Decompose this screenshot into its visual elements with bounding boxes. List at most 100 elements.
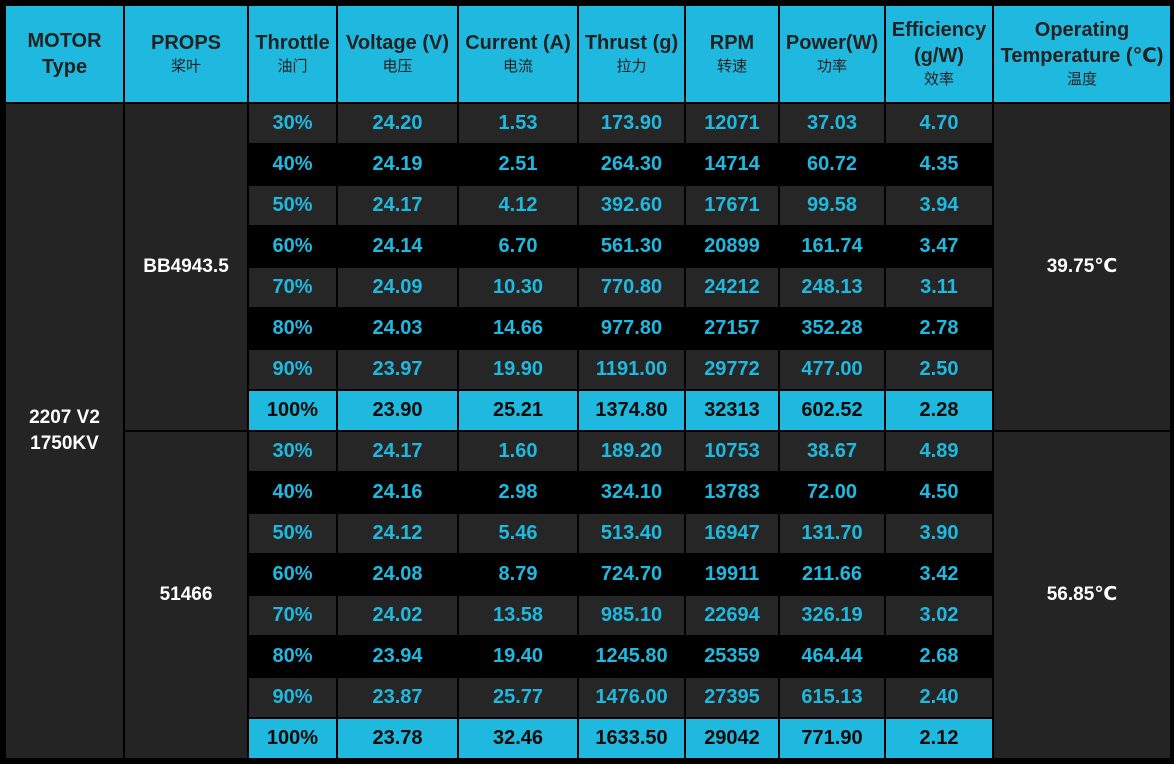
current-cell: 14.66 — [457, 307, 579, 350]
header-motor-type: MOTOR Type — [4, 4, 125, 104]
header-label: RPM — [709, 32, 755, 54]
thrust-cell: 189.20 — [577, 430, 686, 473]
header-current: Current (A) 电流 — [457, 4, 579, 104]
rpm-cell: 12071 — [684, 102, 780, 145]
current-cell: 2.98 — [457, 471, 579, 514]
header-label: Thrust (g) — [584, 32, 679, 54]
thrust-cell: 1245.80 — [577, 635, 686, 678]
efficiency-cell: 3.42 — [884, 553, 994, 596]
table-row: 70% 24.02 13.58 985.10 22694 326.19 3.02 — [5, 594, 1171, 637]
voltage-cell: 24.12 — [336, 512, 459, 555]
current-cell: 1.60 — [457, 430, 579, 473]
voltage-cell: 24.17 — [336, 430, 459, 473]
voltage-cell: 23.87 — [336, 676, 459, 719]
efficiency-cell: 2.68 — [884, 635, 994, 678]
power-cell: 99.58 — [778, 184, 886, 227]
table-row: 100% 23.78 32.46 1633.50 29042 771.90 2.12 — [5, 717, 1171, 760]
rpm-cell: 17671 — [684, 184, 780, 227]
header-label-cn: 油门 — [277, 58, 308, 75]
power-cell: 326.19 — [778, 594, 886, 637]
efficiency-cell: 2.78 — [884, 307, 994, 350]
header-label: Efficiency (g/W) — [891, 19, 987, 67]
rpm-cell: 29772 — [684, 348, 780, 391]
table-row: 100% 23.90 25.21 1374.80 32313 602.52 2.28 — [5, 389, 1171, 432]
efficiency-cell: 3.47 — [884, 225, 994, 268]
efficiency-cell: 3.94 — [884, 184, 994, 227]
power-cell: 464.44 — [778, 635, 886, 678]
voltage-cell: 24.14 — [336, 225, 459, 268]
current-cell: 32.46 — [457, 717, 579, 760]
voltage-cell: 24.16 — [336, 471, 459, 514]
power-cell: 211.66 — [778, 553, 886, 596]
rpm-cell: 14714 — [684, 143, 780, 186]
efficiency-cell: 4.70 — [884, 102, 994, 145]
throttle-cell: 70% — [247, 594, 338, 637]
header-label: Operating Temperature (℃) — [1000, 19, 1164, 67]
thrust-cell: 1374.80 — [577, 389, 686, 432]
header-label: MOTOR Type — [27, 30, 102, 78]
table-row: 51466 30% 24.17 1.60 189.20 10753 38.67 4.89 56.… — [5, 430, 1172, 760]
throttle-cell: 40% — [247, 471, 338, 514]
efficiency-cell: 2.40 — [884, 676, 994, 719]
rpm-cell: 29042 — [684, 717, 780, 760]
header-label: PROPS — [150, 32, 222, 54]
header-label-cn: 温度 — [1066, 71, 1097, 88]
header-label: Voltage (V) — [346, 32, 449, 54]
table-row: 50% 24.12 5.46 513.40 16947 131.70 3.90 — [5, 512, 1171, 555]
voltage-cell: 24.02 — [336, 594, 459, 637]
motor-kv: 1750KV — [30, 433, 99, 454]
power-cell: 477.00 — [778, 348, 886, 391]
thrust-cell: 561.30 — [577, 225, 686, 268]
rpm-cell: 32313 — [684, 389, 780, 432]
prop-name-cell: BB4943.5 — [123, 102, 249, 432]
throttle-cell: 100% — [247, 389, 338, 432]
throttle-cell: 90% — [247, 676, 338, 719]
throttle-cell: 70% — [247, 266, 338, 309]
thrust-cell: 173.90 — [577, 102, 686, 145]
efficiency-cell: 3.02 — [884, 594, 994, 637]
header-thrust: Thrust (g) 拉力 — [577, 4, 686, 104]
header-label-cn: 效率 — [923, 71, 954, 88]
power-cell: 131.70 — [778, 512, 886, 555]
efficiency-cell: 3.11 — [884, 266, 994, 309]
power-cell: 615.13 — [778, 676, 886, 719]
header-throttle: Throttle 油门 — [247, 4, 338, 104]
throttle-cell: 100% — [247, 717, 338, 760]
header-efficiency: Efficiency (g/W) 效率 — [884, 4, 994, 104]
power-cell: 37.03 — [778, 102, 886, 145]
header-label-cn: 电流 — [502, 58, 533, 75]
voltage-cell: 24.08 — [336, 553, 459, 596]
throttle-cell: 80% — [247, 307, 338, 350]
thrust-cell: 1191.00 — [577, 348, 686, 391]
thrust-cell: 977.80 — [577, 307, 686, 350]
table-row: 80% 23.94 19.40 1245.80 25359 464.44 2.68 — [5, 635, 1171, 678]
current-cell: 8.79 — [457, 553, 579, 596]
efficiency-cell: 4.35 — [884, 143, 994, 186]
throttle-cell: 50% — [247, 512, 338, 555]
rpm-cell: 27157 — [684, 307, 780, 350]
table-row: 40% 24.19 2.51 264.30 14714 60.72 4.35 — [5, 143, 1171, 186]
header-label-cn: 电压 — [382, 58, 413, 75]
rpm-cell: 25359 — [684, 635, 780, 678]
power-cell: 72.00 — [778, 471, 886, 514]
rpm-cell: 13783 — [684, 471, 780, 514]
operating-temperature-cell: 39.75℃ — [992, 102, 1172, 432]
voltage-cell: 24.20 — [336, 102, 459, 145]
power-cell: 248.13 — [778, 266, 886, 309]
thrust-cell: 770.80 — [577, 266, 686, 309]
table-row: 80% 24.03 14.66 977.80 27157 352.28 2.78 — [5, 307, 1171, 350]
header-label: Power(W) — [785, 32, 879, 54]
motor-test-data-table: MOTOR Type PROPS 桨叶 Throttle 油门 Voltage … — [4, 4, 1172, 760]
header-label: Throttle — [255, 32, 330, 54]
motor-type-cell: 2207 V2 1750KV — [4, 102, 125, 760]
table-row: 50% 24.17 4.12 392.60 17671 99.58 3.94 — [5, 184, 1171, 227]
thrust-cell: 985.10 — [577, 594, 686, 637]
header-voltage: Voltage (V) 电压 — [336, 4, 459, 104]
header-label-cn: 拉力 — [616, 58, 647, 75]
header-label-cn: 功率 — [816, 58, 847, 75]
throttle-cell: 90% — [247, 348, 338, 391]
table-row: 70% 24.09 10.30 770.80 24212 248.13 3.11 — [5, 266, 1171, 309]
current-cell: 19.40 — [457, 635, 579, 678]
power-cell: 771.90 — [778, 717, 886, 760]
motor-model: 2207 V2 — [29, 407, 100, 428]
